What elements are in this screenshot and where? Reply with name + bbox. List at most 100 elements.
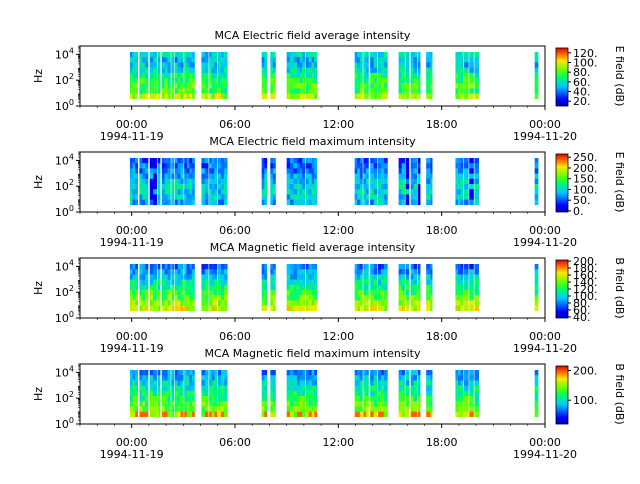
spectral-cell — [377, 93, 382, 100]
spectral-cell — [373, 390, 378, 397]
spectral-cell — [209, 57, 213, 63]
spectral-cell — [413, 375, 417, 381]
spectral-cell — [469, 163, 474, 169]
spectral-cell — [186, 279, 190, 286]
spectral-cell — [430, 406, 433, 412]
spectral-cell — [217, 290, 222, 296]
data-segment — [201, 52, 209, 100]
spectral-cell — [264, 178, 268, 185]
spectral-cell — [174, 300, 178, 306]
spectral-cell — [363, 406, 367, 412]
colorbar-tick-label: 200. — [573, 162, 598, 175]
spectral-cell — [270, 62, 274, 68]
spectral-cell — [413, 406, 417, 412]
spectral-cell — [357, 72, 361, 79]
spectral-cell — [171, 305, 175, 312]
spectral-cell — [142, 72, 146, 79]
spectral-cell — [398, 290, 402, 296]
spectral-cell — [311, 62, 315, 68]
spectral-cell — [135, 168, 138, 174]
spectral-cell — [142, 279, 146, 286]
data-segment — [171, 52, 175, 100]
colorbar-label: B field (dB) — [613, 363, 626, 424]
spectral-cell — [211, 194, 215, 200]
spectral-cell — [373, 274, 378, 280]
spectral-cell — [171, 279, 175, 286]
spectral-cell — [308, 189, 312, 195]
spectral-cell — [410, 375, 414, 381]
spectral-cell — [224, 67, 228, 74]
spectral-cell — [534, 370, 539, 376]
spectral-cell — [164, 93, 168, 100]
spectral-cell — [293, 178, 298, 185]
spectral-cell — [311, 199, 315, 206]
y-tick-label: 100 — [55, 204, 74, 219]
data-segment — [270, 52, 276, 100]
y-tick-base: 10 — [55, 418, 69, 431]
y-tick-label: 102 — [55, 284, 74, 299]
spectral-cell — [398, 88, 402, 94]
spectral-cell — [314, 305, 318, 312]
spectral-cell — [149, 380, 154, 386]
spectral-cell — [357, 305, 361, 312]
spectral-cell — [153, 178, 157, 185]
spectral-cell — [220, 83, 225, 89]
spectral-cell — [354, 390, 358, 397]
spectral-cell — [201, 264, 206, 270]
spectral-cell — [135, 269, 138, 275]
spectral-cell — [167, 83, 171, 89]
spectral-cell — [139, 375, 143, 381]
spectral-cell — [405, 178, 410, 185]
spectral-cell — [413, 396, 417, 402]
spectral-cell — [153, 189, 157, 195]
spectral-cell — [286, 300, 291, 306]
spectral-cell — [201, 194, 206, 200]
spectral-cell — [157, 406, 161, 412]
data-segment — [286, 264, 298, 312]
spectral-cell — [186, 189, 190, 195]
spectral-cell — [302, 173, 306, 180]
spectral-cell — [261, 67, 265, 74]
spectral-cell — [311, 168, 315, 174]
spectral-cell — [186, 178, 190, 185]
spectral-cell — [534, 279, 539, 286]
spectral-cell — [311, 88, 315, 94]
spectral-cell — [377, 295, 382, 301]
spectral-cell — [464, 163, 469, 169]
spectral-cell — [149, 72, 154, 79]
spectral-cell — [299, 370, 303, 376]
spectral-cell — [139, 72, 143, 79]
spectral-cell — [189, 173, 193, 180]
spectral-cell — [293, 300, 298, 306]
spectral-cell — [189, 178, 193, 185]
spectral-cell — [135, 284, 138, 291]
spectral-cell — [211, 300, 215, 306]
spectral-cell — [314, 184, 318, 190]
spectral-cell — [370, 88, 374, 94]
spectral-cell — [204, 158, 209, 164]
spectral-cell — [204, 264, 209, 270]
spectral-cell — [293, 93, 298, 100]
spectral-cell — [161, 295, 165, 301]
spectral-cell — [302, 57, 306, 63]
spectral-cell — [299, 264, 303, 270]
spectral-cell — [293, 158, 298, 164]
spectral-cell — [286, 390, 291, 397]
spectral-cell — [290, 401, 294, 407]
spectral-cell — [405, 385, 410, 392]
spectral-cell — [211, 163, 215, 169]
spectral-cell — [186, 264, 190, 270]
spectral-cell — [164, 290, 168, 296]
spectral-cell — [142, 385, 146, 392]
spectral-cell — [180, 67, 184, 74]
spectral-cell — [217, 194, 222, 200]
spectral-cell — [174, 173, 178, 180]
spectral-cell — [129, 184, 133, 190]
spectral-cell — [132, 295, 136, 301]
data-segment — [354, 264, 363, 312]
data-segment — [417, 264, 421, 312]
spectral-cell — [177, 279, 181, 286]
spectral-cell — [401, 390, 405, 397]
spectral-cell — [171, 163, 175, 169]
